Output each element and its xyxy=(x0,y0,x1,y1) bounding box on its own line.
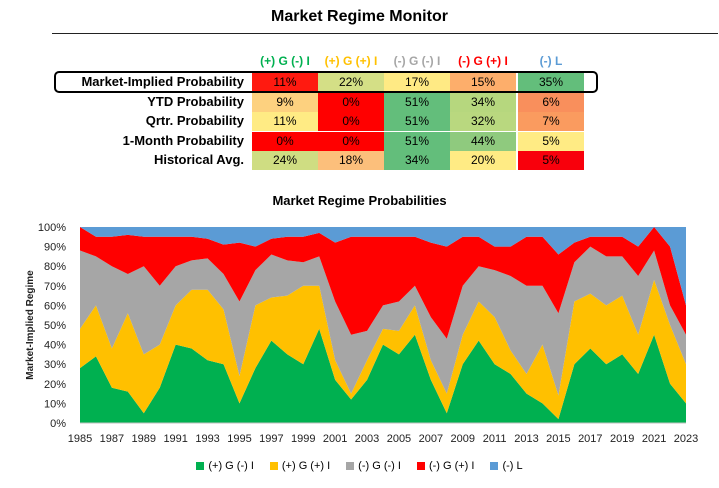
y-tick-label: 30% xyxy=(44,359,66,371)
series-area xyxy=(80,227,686,339)
legend-swatch xyxy=(196,462,205,470)
legend-item: (+) G (-) I xyxy=(196,460,254,472)
table-cell: 32% xyxy=(450,112,516,131)
table-cell: 17% xyxy=(384,73,450,92)
table-cell: 9% xyxy=(252,93,318,112)
row-label: Market-Implied Probability xyxy=(81,74,244,89)
chart-legend: (+) G (-) I (+) G (+) I (-) G (-) I (-) G (… xyxy=(0,460,719,472)
table-cell: 22% xyxy=(318,73,384,92)
legend-item: (-) G (+) I xyxy=(416,460,475,472)
x-tick-label: 2011 xyxy=(483,433,507,445)
x-tick-label: 2023 xyxy=(674,433,698,445)
legend-item: (-) L xyxy=(490,460,523,472)
legend-swatch xyxy=(269,462,278,470)
x-tick-label: 2013 xyxy=(514,433,538,445)
y-tick-label: 90% xyxy=(44,242,66,254)
y-tick-label: 50% xyxy=(44,320,66,332)
table-cell: 34% xyxy=(450,93,516,112)
legend-swatch xyxy=(346,462,355,470)
legend-label: (+) G (+) I xyxy=(281,460,331,472)
column-header: (+) G (+) I xyxy=(324,54,378,68)
x-tick-label: 1999 xyxy=(291,433,315,445)
table-cell: 35% xyxy=(518,73,584,92)
table-cell: 0% xyxy=(318,112,384,131)
table-cell: 11% xyxy=(252,73,318,92)
y-tick-label: 40% xyxy=(44,340,66,352)
x-tick-label: 1987 xyxy=(100,433,124,445)
column-header: (-) G (+) I xyxy=(458,54,508,68)
x-tick-label: 1995 xyxy=(227,433,251,445)
table-cell: 0% xyxy=(318,132,384,151)
table-cell: 51% xyxy=(384,132,450,151)
legend-swatch xyxy=(416,462,425,470)
y-tick-label: 100% xyxy=(38,222,66,234)
x-tick-label: 2005 xyxy=(387,433,411,445)
table-cell: 20% xyxy=(450,151,516,170)
series-area xyxy=(80,279,686,420)
legend-label: (-) G (-) I xyxy=(358,460,401,472)
table-cell: 24% xyxy=(252,151,318,170)
legend-item: (-) G (-) I xyxy=(346,460,401,472)
x-tick-label: 2003 xyxy=(355,433,379,445)
table-cell: 44% xyxy=(450,132,516,151)
x-tick-label: 1991 xyxy=(163,433,187,445)
y-tick-label: 0% xyxy=(50,418,66,430)
page-title: Market Regime Monitor xyxy=(271,8,448,25)
x-tick-label: 2007 xyxy=(419,433,443,445)
highlight-row-box xyxy=(54,71,598,93)
row-label: Qrtr. Probability xyxy=(145,113,244,128)
y-tick-label: 60% xyxy=(44,300,66,312)
column-header: (-) G (-) I xyxy=(393,54,441,68)
y-tick-label: 10% xyxy=(44,398,66,410)
column-header: (+) G (-) I xyxy=(260,54,310,68)
column-header: (-) L xyxy=(539,54,563,68)
x-tick-label: 1985 xyxy=(68,433,92,445)
table-cell: 51% xyxy=(384,112,450,131)
legend-swatch xyxy=(490,462,499,470)
table-cell: 5% xyxy=(518,151,584,170)
x-tick-label: 2001 xyxy=(323,433,347,445)
row-label: 1-Month Probability xyxy=(122,133,244,148)
x-tick-label: 1997 xyxy=(259,433,283,445)
y-tick-label: 70% xyxy=(44,281,66,293)
table-cell: 0% xyxy=(252,132,318,151)
legend-item: (+) G (+) I xyxy=(269,460,331,472)
y-tick-label: 80% xyxy=(44,261,66,273)
legend-label: (+) G (-) I xyxy=(208,460,254,472)
table-cell: 51% xyxy=(384,93,450,112)
y-axis-label: Market-Implied Regime xyxy=(25,270,36,380)
regime-probability-chart: 0% 10% 20% 30% 40% 50% 60% 70% 80% 90% 100% 1985 198… xyxy=(25,222,698,445)
x-tick-label: 1993 xyxy=(195,433,219,445)
x-tick-label: 2017 xyxy=(578,433,602,445)
table-cell: 0% xyxy=(318,93,384,112)
title-divider xyxy=(52,33,718,34)
x-tick-label: 1989 xyxy=(132,433,156,445)
chart-title: Market Regime Probabilities xyxy=(272,193,447,208)
legend-label: (-) L xyxy=(502,460,523,472)
table-cell: 5% xyxy=(518,132,584,151)
series-area xyxy=(80,246,686,396)
x-tick-label: 2019 xyxy=(610,433,634,445)
table-cell: 11% xyxy=(252,112,318,131)
row-label: Historical Avg. xyxy=(153,152,244,167)
x-tick-label: 2015 xyxy=(546,433,570,445)
table-cell: 18% xyxy=(318,151,384,170)
table-cell: 34% xyxy=(384,151,450,170)
table-cell: 6% xyxy=(518,93,584,112)
series-area xyxy=(80,328,686,423)
x-tick-label: 2021 xyxy=(642,433,666,445)
row-label: YTD Probability xyxy=(147,94,244,109)
y-tick-label: 20% xyxy=(44,379,66,391)
legend-label: (-) G (+) I xyxy=(428,460,475,472)
x-tick-label: 2009 xyxy=(450,433,474,445)
table-cell: 7% xyxy=(518,112,584,131)
series-area xyxy=(80,227,686,306)
table-cell: 15% xyxy=(450,73,516,92)
